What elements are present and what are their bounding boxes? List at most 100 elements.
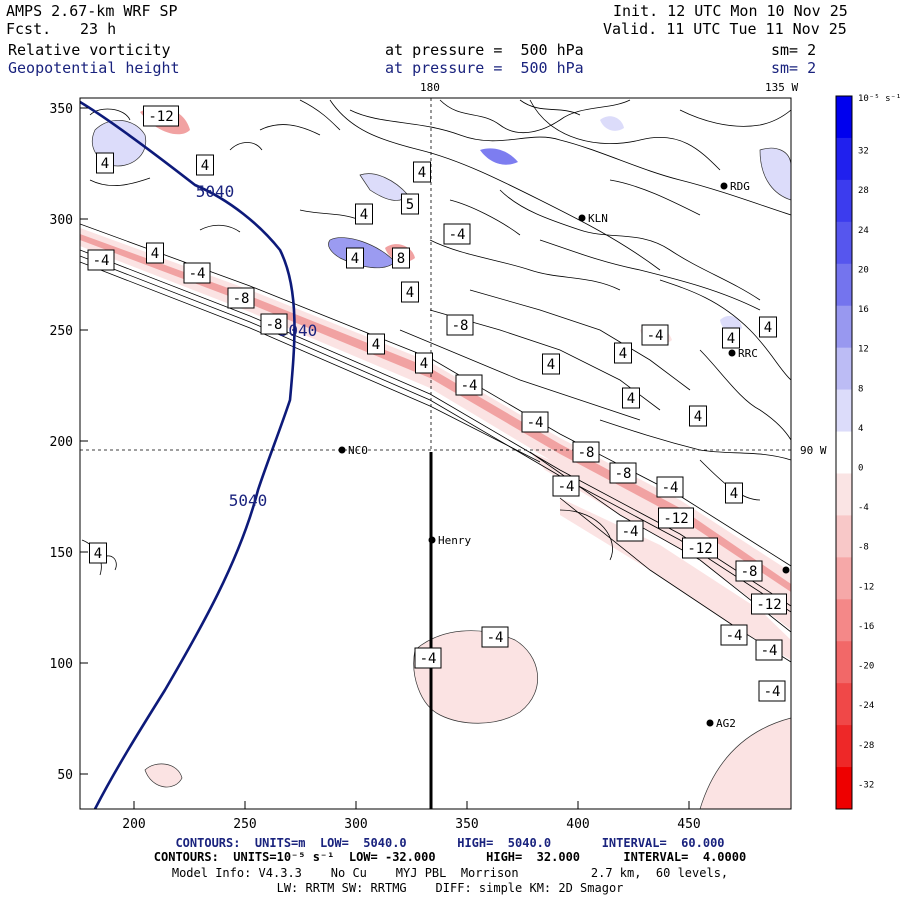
colorbar-swatch (836, 179, 852, 223)
vorticity-label-box (722, 327, 740, 349)
station-label: Henry (438, 534, 471, 547)
vorticity-label: -4 (420, 651, 437, 667)
vorticity-label-box (392, 247, 410, 269)
x-tick: 400 (566, 817, 589, 832)
field2-name: Geopotential height (8, 59, 180, 77)
height-label: 5040 (279, 321, 318, 340)
vorticity-label-box (183, 262, 211, 284)
colorbar-tick-label: 32 (858, 147, 869, 157)
station-marker (782, 566, 790, 574)
vorticity-label: 5 (406, 197, 414, 213)
vorticity-label-box (609, 462, 637, 484)
vorticity-label: -4 (461, 378, 478, 394)
y-tick: 100 (50, 657, 73, 672)
vorticity-label: -8 (578, 445, 595, 461)
vorticity-label-box (755, 639, 783, 661)
valid-time: Valid. 11 UTC Tue 11 Nov 25 (603, 20, 847, 38)
vorticity-label: 4 (694, 409, 702, 425)
x-tick: 200 (122, 817, 145, 832)
vorticity-label-box (751, 593, 787, 615)
vorticity-label: 4 (351, 251, 359, 267)
vorticity-label-box (227, 287, 255, 309)
forecast-value: 23 h (80, 20, 117, 38)
colorbar-swatch (836, 389, 852, 433)
colorbar-tick-label: -12 (858, 582, 874, 592)
vorticity-label-box (446, 314, 474, 336)
vorticity-label-box (758, 680, 786, 702)
vorticity-label: -12 (756, 597, 781, 613)
vorticity-label-box (96, 152, 114, 174)
vorticity-label: 4 (764, 320, 772, 336)
lon-label-90w: 90 W (800, 444, 827, 457)
y-tick: 300 (50, 213, 73, 228)
vorticity-label-box (682, 537, 718, 559)
station-marker (428, 536, 436, 544)
vorticity-label: -8 (266, 317, 283, 333)
vorticity-label: 4 (420, 356, 428, 372)
vorticity-contour-info: CONTOURS: UNITS=10⁻⁵ s⁻¹ LOW= -32.000 HI… (153, 850, 747, 864)
station-label: KLN (588, 212, 608, 225)
colorbar-swatch (836, 263, 852, 307)
stations: NCO Henry KLN RDG RRC AG2 (338, 180, 790, 730)
vorticity-label: 4 (360, 207, 368, 223)
colorbar-tick-label: -24 (858, 701, 874, 711)
station-marker (578, 214, 586, 222)
vorticity-label-box (616, 520, 644, 542)
vorticity-label-box (542, 353, 560, 375)
height-label: 5040 (229, 491, 268, 510)
model-title: AMPS 2.67-km WRF SP (6, 2, 178, 20)
height-label: 5040 (196, 182, 235, 201)
y-axis-labels: 50 100 150 200 250 300 350 (50, 102, 73, 783)
init-time: Init. 12 UTC Mon 10 Nov 25 (613, 2, 848, 20)
station-label: RRC (738, 347, 758, 360)
vorticity-label: 4 (101, 156, 109, 172)
colorbar-tick-label: 24 (858, 226, 869, 236)
vorticity-label: -12 (687, 541, 712, 557)
vorticity-label: -8 (233, 291, 250, 307)
vorticity-label: 4 (627, 391, 635, 407)
model-info: Model Info: V4.3.3 No Cu MYJ PBL Morriso… (171, 866, 729, 880)
vorticity-label: 4 (406, 285, 414, 301)
vorticity-label: -8 (452, 318, 469, 334)
vorticity-label-box (401, 281, 419, 303)
x-tick: 350 (455, 817, 478, 832)
vorticity-label: -4 (764, 684, 781, 700)
vorticity-label-box (89, 542, 107, 564)
vorticity-label-box (481, 626, 509, 648)
colorbar-swatch (836, 641, 852, 684)
vorticity-label: -4 (662, 480, 679, 496)
forecast-label: Fcst. (6, 20, 52, 38)
vorticity-label: 4 (727, 331, 735, 347)
vorticity-label-box (455, 374, 483, 396)
vorticity-label: -4 (726, 628, 743, 644)
colorbar-tick-label: -20 (858, 662, 874, 672)
colorbar-swatch (836, 725, 852, 768)
vorticity-label: 4 (547, 357, 555, 373)
vorticity-label-box (413, 161, 431, 183)
vorticity-label: -4 (558, 479, 575, 495)
vorticity-label: -12 (663, 511, 688, 527)
axis-ticks (80, 107, 690, 809)
colorbar-swatch (836, 96, 852, 139)
vorticity-label: -12 (148, 109, 173, 125)
colorbar-tick-label: -28 (858, 741, 874, 751)
colorbar-swatch (836, 431, 852, 474)
colorbar-swatch (836, 599, 852, 642)
vorticity-label: -8 (741, 564, 758, 580)
colorbar: 32 28 24 20 16 12 8 4 0 -4 -8 -12 -16 -20 -24 -28 -32 (835, 95, 874, 810)
vorticity-label: 4 (201, 158, 209, 174)
vorticity-label-box (656, 476, 684, 498)
vorticity-label: 4 (730, 486, 738, 502)
vorticity-label-box (443, 223, 471, 245)
vorticity-label-box (552, 475, 580, 497)
vorticity-label: -4 (622, 524, 639, 540)
vorticity-label-box (521, 411, 549, 433)
colorbar-tick-label: 16 (858, 305, 869, 315)
colorbar-swatch (836, 683, 852, 726)
vorticity-label: 4 (619, 346, 627, 362)
physics-info: LW: RRTM SW: RRTMG DIFF: simple KM: 2D S… (276, 881, 624, 895)
colorbar-unit: 10⁻⁵ s⁻¹ (858, 94, 900, 104)
station-marker (728, 349, 736, 357)
colorbar-swatch (836, 515, 852, 558)
positive-vorticity-shading (91, 116, 791, 333)
